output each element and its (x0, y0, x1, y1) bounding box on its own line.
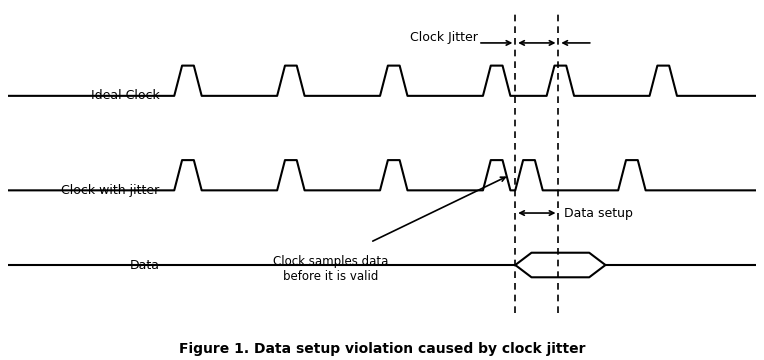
Text: Figure 1. Data setup violation caused by clock jitter: Figure 1. Data setup violation caused by… (179, 342, 585, 356)
Text: Clock samples data
before it is valid: Clock samples data before it is valid (274, 255, 389, 283)
Text: Data: Data (130, 258, 160, 271)
Text: Data setup: Data setup (565, 207, 633, 220)
Text: Clock Jitter: Clock Jitter (410, 31, 478, 44)
Text: Ideal Clock: Ideal Clock (91, 89, 160, 102)
Text: Clock with jitter: Clock with jitter (61, 184, 160, 197)
